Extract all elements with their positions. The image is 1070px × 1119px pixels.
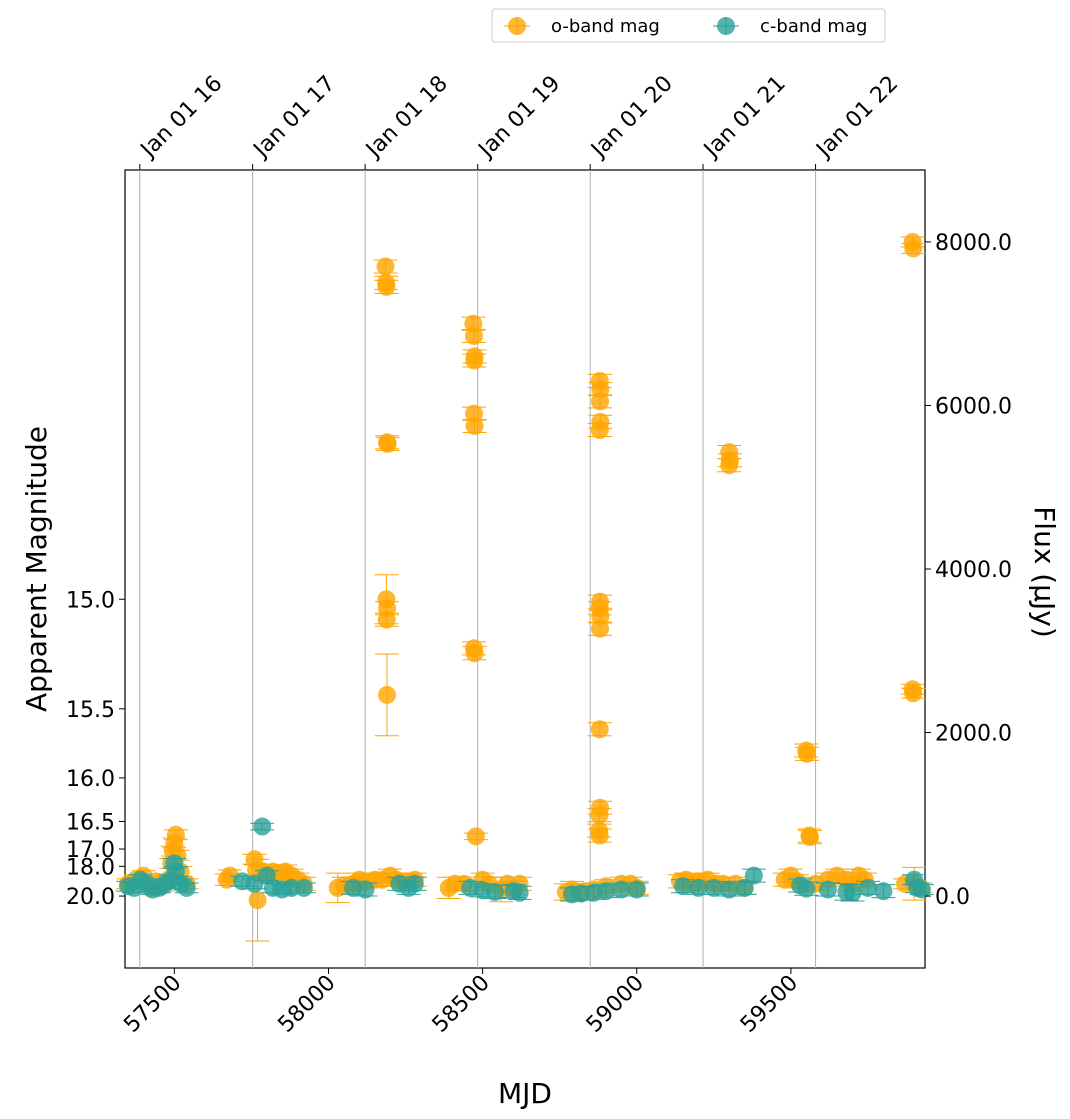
c-band-point bbox=[797, 879, 816, 898]
o-band-point bbox=[376, 257, 395, 276]
o-band-point bbox=[904, 239, 923, 258]
c-band-point bbox=[612, 880, 631, 899]
o-band-point bbox=[591, 619, 610, 638]
c-band-point bbox=[720, 880, 739, 899]
o-band-point bbox=[590, 720, 609, 739]
right-tick-label: 2000.0 bbox=[935, 722, 1012, 747]
o-band-point bbox=[465, 351, 484, 370]
c-band-point bbox=[399, 878, 418, 897]
legend-c-marker bbox=[717, 17, 735, 35]
c-band-point bbox=[704, 878, 723, 897]
c-band-point bbox=[818, 880, 837, 899]
left-tick-label: 20.0 bbox=[66, 885, 115, 910]
o-band-point bbox=[590, 806, 609, 825]
c-band-point bbox=[510, 883, 529, 902]
left-tick-label: 18.0 bbox=[66, 855, 115, 880]
c-band-point bbox=[485, 882, 504, 901]
legend-box bbox=[491, 8, 886, 43]
c-band-point bbox=[843, 883, 862, 902]
c-band-point bbox=[874, 882, 893, 901]
o-band-point bbox=[166, 825, 185, 844]
o-band-point bbox=[801, 828, 820, 847]
c-band-point bbox=[735, 878, 754, 897]
left-tick-label: 17.0 bbox=[66, 838, 115, 863]
c-band-point bbox=[744, 866, 763, 885]
right-y-axis-label: Flux (μJy) bbox=[1028, 506, 1061, 638]
right-tick-label: 6000.0 bbox=[935, 394, 1012, 419]
c-band-point bbox=[673, 877, 692, 896]
c-band-point bbox=[912, 880, 931, 899]
x-axis-label: MJD bbox=[498, 1077, 552, 1110]
o-band-point bbox=[377, 277, 396, 296]
o-band-point bbox=[590, 826, 609, 845]
o-band-point bbox=[904, 684, 923, 703]
o-band-point bbox=[590, 421, 609, 440]
c-band-point bbox=[356, 880, 375, 899]
c-band-point bbox=[627, 880, 646, 899]
right-tick-label: 8000.0 bbox=[935, 231, 1012, 256]
o-band-point bbox=[378, 434, 397, 453]
o-band-point bbox=[591, 392, 610, 411]
o-band-point bbox=[248, 891, 267, 910]
c-band-point bbox=[177, 878, 196, 897]
grid-lines bbox=[139, 170, 817, 968]
o-band-point bbox=[797, 744, 816, 763]
left-tick-label: 15.5 bbox=[66, 698, 115, 723]
c-band-point bbox=[294, 878, 313, 897]
left-y-axis-label: Apparent Magnitude bbox=[20, 426, 53, 712]
c-band-point bbox=[858, 878, 877, 897]
right-tick-label: 0.0 bbox=[935, 885, 970, 910]
o-band-point bbox=[378, 685, 397, 704]
o-band-point bbox=[464, 326, 483, 345]
right-tick-label: 4000.0 bbox=[935, 558, 1012, 583]
o-band-point bbox=[466, 827, 485, 846]
o-band-point bbox=[465, 644, 484, 663]
legend: o-band mag c-band mag bbox=[491, 8, 886, 43]
legend-c-label: c-band mag bbox=[760, 16, 867, 37]
data-points bbox=[116, 232, 934, 942]
legend-o-label: o-band mag bbox=[551, 16, 660, 37]
o-band-point bbox=[720, 456, 739, 475]
c-band-point bbox=[689, 878, 708, 897]
c-band-point bbox=[253, 817, 272, 836]
left-tick-label: 16.5 bbox=[66, 810, 115, 835]
legend-o-marker bbox=[508, 17, 526, 35]
c-band-point bbox=[596, 882, 615, 901]
o-band-point bbox=[465, 416, 484, 435]
left-tick-label: 16.0 bbox=[66, 767, 115, 792]
o-band-point bbox=[377, 610, 396, 629]
left-tick-label: 15.0 bbox=[66, 588, 115, 613]
